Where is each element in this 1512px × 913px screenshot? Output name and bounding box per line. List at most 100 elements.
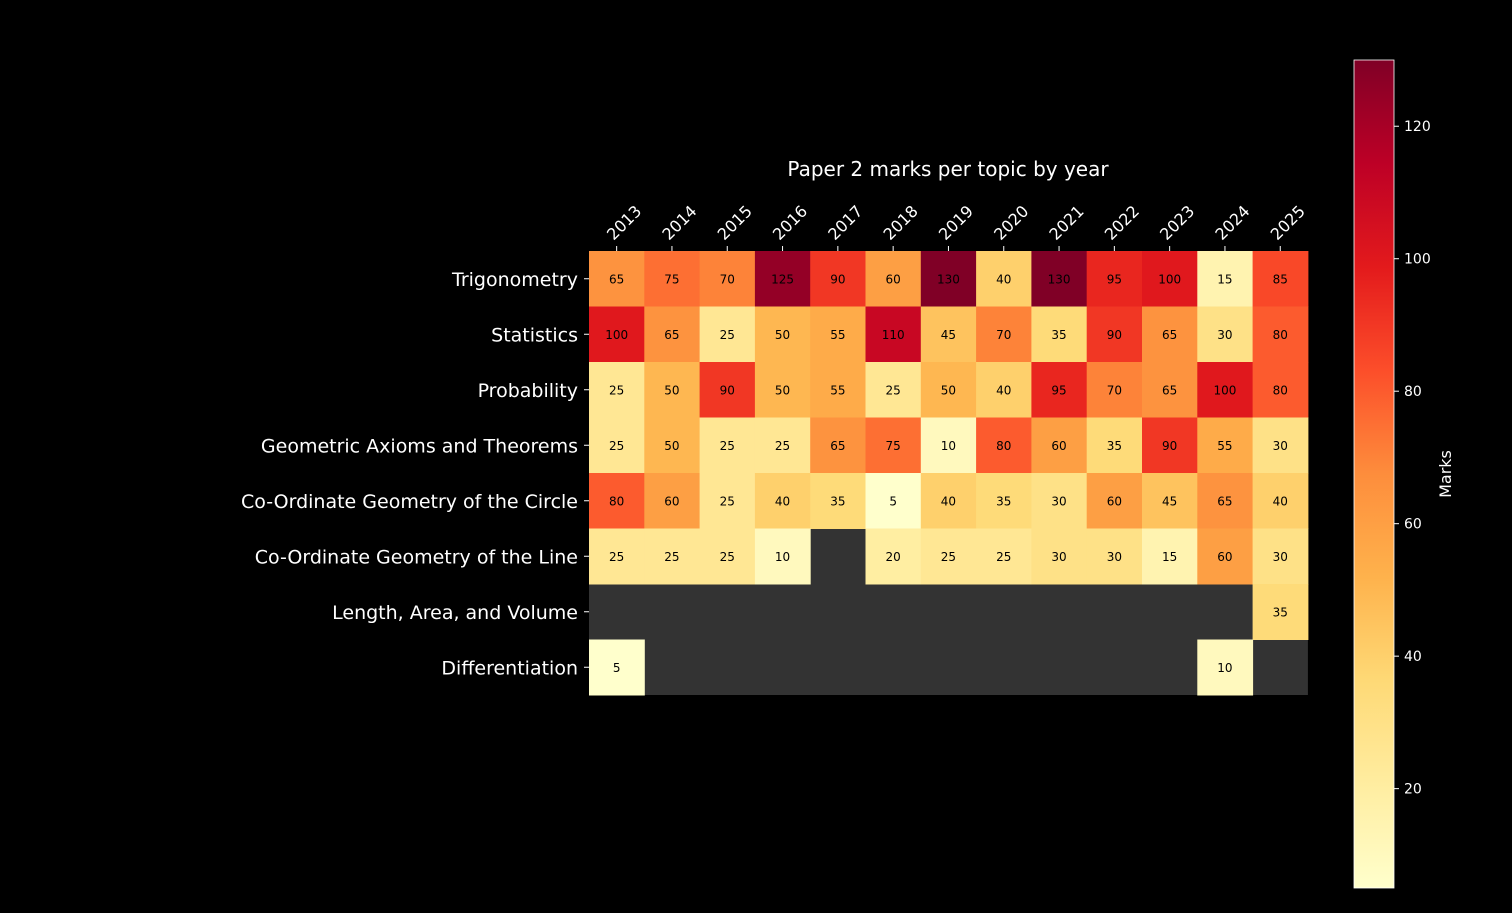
heatmap-cell	[1197, 473, 1254, 529]
cell-value-label: 90	[830, 272, 845, 286]
heatmap-cell	[699, 251, 756, 307]
cell-value-label: 55	[830, 328, 845, 342]
cell-value-label: 85	[1273, 272, 1288, 286]
cell-value-label: 80	[1273, 383, 1288, 397]
heatmap-cell	[976, 528, 1032, 585]
heatmap-cell	[976, 417, 1032, 474]
cell-value-label: 25	[996, 550, 1011, 564]
heatmap-cell	[699, 306, 756, 363]
heatmap-cell	[1252, 306, 1309, 363]
heatmap-cell	[1197, 417, 1254, 474]
cell-value-label: 40	[996, 272, 1011, 286]
heatmap-cell	[976, 362, 1032, 418]
heatmap-cell	[1197, 251, 1254, 307]
cell-value-label: 90	[720, 383, 735, 397]
heatmap-cell	[754, 417, 811, 474]
heatmap-cell	[976, 473, 1032, 529]
heatmap-cell	[644, 473, 701, 529]
heatmap-cell	[1086, 306, 1143, 363]
heatmap-cells	[589, 251, 1309, 696]
cell-value-label: 80	[1273, 328, 1288, 342]
heatmap-cell	[920, 251, 977, 307]
cell-value-label: 60	[1217, 550, 1232, 564]
heatmap-cell	[976, 306, 1032, 363]
cell-value-label: 90	[1107, 328, 1122, 342]
cell-value-label: 30	[1051, 550, 1066, 564]
heatmap-cell	[865, 306, 922, 363]
heatmap-cell	[754, 528, 811, 585]
cell-value-label: 25	[609, 383, 624, 397]
heatmap-cell	[589, 417, 645, 474]
cell-value-label: 75	[664, 272, 679, 286]
heatmap-cell	[1086, 251, 1143, 307]
heatmap-cell	[810, 306, 866, 363]
colorbar-tick-label: 40	[1404, 649, 1422, 665]
heatmap-cell	[1031, 528, 1088, 585]
cell-value-label: 25	[609, 439, 624, 453]
cell-value-label: 10	[1217, 661, 1232, 675]
heatmap-cell	[589, 528, 645, 585]
cell-value-label: 30	[1273, 439, 1288, 453]
cell-value-label: 50	[775, 383, 790, 397]
heatmap-cell	[976, 251, 1032, 307]
cell-value-label: 50	[941, 383, 956, 397]
y-tick-label: Differentiation	[441, 657, 578, 679]
colorbar-tick-label: 120	[1404, 119, 1431, 135]
heatmap-cell	[1031, 306, 1088, 363]
heatmap-cell	[1252, 473, 1309, 529]
cell-value-label: 95	[1051, 383, 1066, 397]
colorbar-label: Marks	[1436, 450, 1455, 498]
heatmap-cell	[589, 473, 645, 529]
heatmap-cell	[1252, 584, 1309, 640]
cell-value-label: 125	[771, 272, 794, 286]
chart-title: Paper 2 marks per topic by year	[787, 157, 1109, 181]
heatmap-cell	[920, 528, 977, 585]
heatmap-cell	[589, 639, 645, 696]
y-tick-label: Co-Ordinate Geometry of the Circle	[241, 491, 578, 513]
heatmap-cell	[1086, 417, 1143, 474]
cell-value-label: 100	[605, 328, 628, 342]
cell-value-label: 130	[1048, 272, 1071, 286]
cell-value-label: 35	[1273, 605, 1288, 619]
y-tick-label: Co-Ordinate Geometry of the Line	[255, 546, 578, 568]
heatmap-cell	[865, 362, 922, 418]
cell-value-label: 30	[1217, 328, 1232, 342]
cell-value-label: 45	[941, 328, 956, 342]
cell-value-label: 65	[609, 272, 624, 286]
cell-value-label: 130	[937, 272, 960, 286]
heatmap-cell	[1142, 417, 1198, 474]
heatmap-cell	[1252, 251, 1309, 307]
heatmap-cell	[1031, 417, 1088, 474]
cell-value-label: 25	[720, 439, 735, 453]
cell-value-label: 70	[996, 328, 1011, 342]
cell-value-label: 25	[720, 550, 735, 564]
heatmap-cell	[644, 528, 701, 585]
colorbar: 20 40 60 80 100 120	[1353, 59, 1431, 889]
cell-value-label: 5	[889, 494, 897, 508]
heatmap-cell	[644, 251, 701, 307]
heatmap-cell	[699, 417, 756, 474]
cell-value-label: 50	[775, 328, 790, 342]
colorbar-tick-label: 100	[1404, 252, 1431, 268]
heatmap-cell	[1031, 473, 1088, 529]
cell-value-label: 45	[1162, 494, 1177, 508]
heatmap-cell	[1142, 528, 1198, 585]
cell-value-label: 70	[1107, 383, 1122, 397]
cell-value-label: 15	[1162, 550, 1177, 564]
heatmap-cell	[589, 306, 645, 363]
cell-value-label: 55	[830, 383, 845, 397]
cell-value-label: 55	[1217, 439, 1232, 453]
heatmap-cell	[1197, 639, 1254, 696]
heatmap-cell	[920, 417, 977, 474]
heatmap-cell	[644, 417, 701, 474]
cell-value-label: 80	[609, 494, 624, 508]
cell-value-label: 65	[830, 439, 845, 453]
heatmap-cell	[1252, 417, 1309, 474]
heatmap-cell	[865, 473, 922, 529]
cell-value-label: 90	[1162, 439, 1177, 453]
cell-value-label: 50	[664, 383, 679, 397]
y-tick-label: Length, Area, and Volume	[332, 602, 578, 624]
cell-value-label: 35	[830, 494, 845, 508]
cell-value-label: 20	[886, 550, 901, 564]
